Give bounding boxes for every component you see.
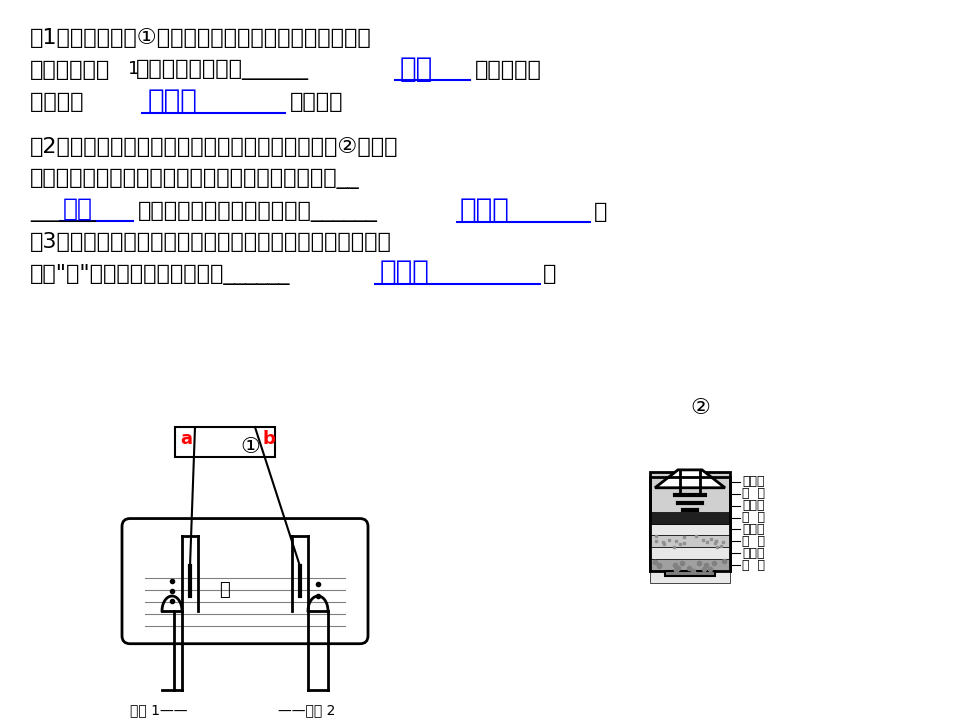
Text: ②: ② [690, 398, 710, 418]
Text: 。: 。 [543, 264, 557, 284]
Text: 活性炭: 活性炭 [742, 499, 764, 512]
Text: 构成的。: 构成的。 [290, 92, 344, 112]
Bar [650, 536, 730, 547]
Bar [650, 512, 730, 523]
Text: 。: 。 [594, 202, 608, 222]
Bar [650, 559, 730, 571]
Text: 纱  布: 纱 布 [742, 535, 765, 548]
Text: 小卵石: 小卵石 [742, 546, 764, 560]
Bar [650, 523, 730, 536]
Text: 过滤: 过滤 [63, 197, 93, 221]
Text: 见的"水"，其中属于纯净物的是______: 见的"水"，其中属于纯净物的是______ [30, 264, 290, 285]
Text: 时间后，试管: 时间后，试管 [30, 60, 110, 80]
Text: 中所搜集的气体为______: 中所搜集的气体为______ [136, 60, 309, 80]
Text: 氢和氧: 氢和氧 [148, 87, 198, 115]
Text: （1）小刚利用图①所示的装置探究水的构成。通电一段: （1）小刚利用图①所示的装置探究水的构成。通电一段 [30, 28, 372, 48]
Text: （3）矿泉水、蒸馏水、自来水和净化后的雨水都是生活中常: （3）矿泉水、蒸馏水、自来水和净化后的雨水都是生活中常 [30, 233, 392, 253]
Bar [650, 571, 730, 583]
Bar [665, 571, 715, 576]
Text: 明水是由: 明水是由 [30, 92, 98, 112]
Text: b: b [263, 430, 276, 448]
Text: ，该试验阐: ，该试验阐 [475, 60, 541, 80]
Text: 纱  布: 纱 布 [742, 487, 765, 500]
Text: （2）小刚为了净化搜集到的雨水，自制了一种如图②所示的: （2）小刚为了净化搜集到的雨水，自制了一种如图②所示的 [30, 137, 398, 157]
Text: 1: 1 [128, 60, 139, 78]
Text: ①: ① [240, 437, 260, 457]
Polygon shape [655, 470, 725, 487]
Text: 试管 1——: 试管 1—— [130, 703, 187, 717]
Bar [650, 547, 730, 559]
Text: ______: ______ [30, 202, 96, 222]
Bar [650, 472, 730, 571]
Text: 膨松棉: 膨松棉 [742, 475, 764, 488]
Text: 简易净水机，其中小卵石、石英沙和膨松棉的作用是__: 简易净水机，其中小卵石、石英沙和膨松棉的作用是__ [30, 169, 360, 189]
Text: 石英沙: 石英沙 [742, 523, 764, 536]
Bar [650, 477, 730, 571]
Text: 纱  布: 纱 布 [742, 511, 765, 524]
Text: ，起吸附异味和色素的物质是______: ，起吸附异味和色素的物质是______ [138, 202, 378, 222]
Text: 氢气: 氢气 [400, 55, 433, 83]
Text: 活性炭: 活性炭 [460, 196, 510, 224]
Text: 水: 水 [220, 581, 230, 599]
Text: a: a [180, 430, 192, 448]
Text: 蒸馏水: 蒸馏水 [380, 258, 430, 287]
Text: ——试管 2: ——试管 2 [278, 703, 335, 717]
Text: 纱  布: 纱 布 [742, 559, 765, 572]
FancyBboxPatch shape [122, 518, 368, 644]
Bar [175, 427, 275, 457]
